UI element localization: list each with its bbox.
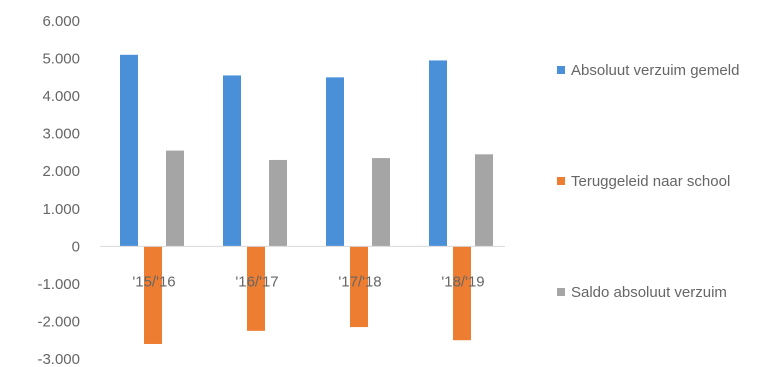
x-tick-label: '16/'17 [235,273,278,290]
x-tick-label: '15/'16 [132,273,175,290]
bar-chart: 6.000 5.000 4.000 3.000 2.000 1.000 0 -1.000 -2.… [37,13,505,367]
legend-label-series-3: Saldo absoluut verzuim [571,284,727,301]
bar-series-1-1 [120,54,138,247]
legend-swatch-series-2 [557,177,565,185]
y-tick-label: 4.000 [42,88,80,105]
y-tick-label: -3.000 [37,351,80,367]
legend-label-series-2: Teruggeleid naar school [571,173,731,190]
y-tick-label: -1.000 [37,276,80,293]
bar-series-2-2 [247,246,265,331]
chart-legend: Absoluut verzuim gemeld Teruggeleid naar… [557,0,762,367]
y-tick-label: -2.000 [37,313,80,330]
y-tick-label: 1.000 [42,201,80,218]
bar-series-2-3 [350,246,368,328]
y-tick-label: 6.000 [42,13,80,30]
legend-swatch-series-3 [557,288,565,296]
y-tick-label: 3.000 [42,126,80,143]
bar-series-3-3 [372,158,390,247]
legend-item-series-3: Saldo absoluut verzuim [557,282,746,304]
y-tick-label: 5.000 [42,51,80,68]
y-tick-label: 0 [72,238,80,255]
bar-series-3-4 [475,154,493,247]
bar-series-3-1 [166,150,184,247]
bar-series-3-2 [269,159,287,247]
legend-label-series-1: Absoluut verzuim gemeld [571,62,740,79]
y-tick-label: 2.000 [42,163,80,180]
bar-series-1-2 [223,75,241,247]
legend-swatch-series-1 [557,66,565,74]
legend-item-series-1: Absoluut verzuim gemeld [557,60,746,82]
bar-series-1-3 [326,77,344,247]
x-tick-label: '18/'19 [441,273,484,290]
bar-series-2-4 [453,246,471,341]
x-tick-label: '17/'18 [338,273,381,290]
legend-item-series-2: Teruggeleid naar school [557,171,746,193]
bar-series-1-4 [429,60,447,247]
bar-series-2-1 [144,246,162,344]
